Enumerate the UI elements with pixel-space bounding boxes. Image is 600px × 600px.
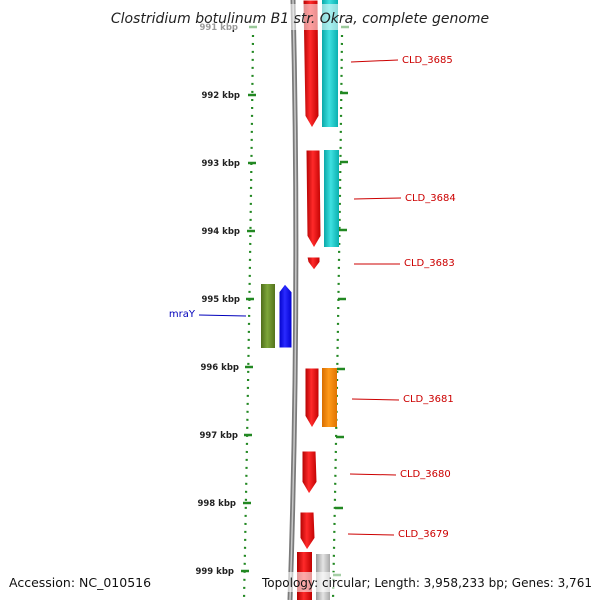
ruler-labels: 991 kbp 992 kbp 993 kbp 994 kbp 995 kbp …: [195, 23, 240, 577]
gene-labels: CLD_3685 CLD_3684 CLD_3683 mraY CLD_3681…: [169, 55, 456, 540]
ruler-label: 995 kbp: [201, 295, 240, 305]
gene-feature[interactable]: [299, 511, 316, 551]
ruler-label: 993 kbp: [201, 159, 240, 169]
label-leaders: [198, 59, 402, 536]
ruler-label: 992 kbp: [201, 91, 240, 101]
footer-backdrop-right: [258, 572, 596, 592]
gene-label-cld-3683[interactable]: CLD_3683: [404, 258, 455, 269]
ruler-label: 998 kbp: [197, 499, 236, 509]
ruler-label: 999 kbp: [195, 567, 234, 577]
gene-feature[interactable]: [306, 256, 321, 271]
reverse-track: [261, 283, 293, 349]
gene-label-cld-3684[interactable]: CLD_3684: [405, 193, 456, 204]
ruler-label: 997 kbp: [199, 431, 238, 441]
rna-track: [316, 0, 339, 600]
genome-title: Clostridium botulinum B1 str. Okra, comp…: [111, 11, 489, 27]
gene-feature[interactable]: [305, 149, 322, 249]
gene-feature[interactable]: [301, 450, 318, 495]
gene-label-mray[interactable]: mraY: [169, 309, 196, 320]
ruler-label: 994 kbp: [201, 227, 240, 237]
footer-backdrop-left: [4, 572, 154, 592]
gene-label-cld-3685[interactable]: CLD_3685: [402, 55, 453, 66]
rna-feature[interactable]: [322, 368, 337, 427]
genome-backbone-highlight: [289, 0, 297, 600]
gene-feature[interactable]: [302, 0, 320, 129]
ruler-ticks-left: [241, 25, 257, 573]
ruler-dotted-line-left: [242, 34, 255, 600]
accession-text: Accession: NC_010516: [9, 575, 151, 590]
gene-label-cld-3679[interactable]: CLD_3679: [398, 529, 449, 540]
rna-feature[interactable]: [324, 150, 339, 247]
gene-feature[interactable]: [278, 283, 293, 349]
ruler-dotted-line-right: [331, 34, 344, 600]
cds-track: [297, 0, 322, 600]
ruler-label: 996 kbp: [200, 363, 239, 373]
genome-summary-text: Topology: circular; Length: 3,958,233 bp…: [261, 575, 592, 590]
title-backdrop: [110, 4, 490, 30]
gene-feature[interactable]: [261, 284, 275, 348]
gene-feature[interactable]: [304, 367, 320, 429]
gene-label-cld-3680[interactable]: CLD_3680: [400, 469, 451, 480]
rna-feature[interactable]: [322, 0, 338, 127]
gene-label-cld-3681[interactable]: CLD_3681: [403, 394, 454, 405]
